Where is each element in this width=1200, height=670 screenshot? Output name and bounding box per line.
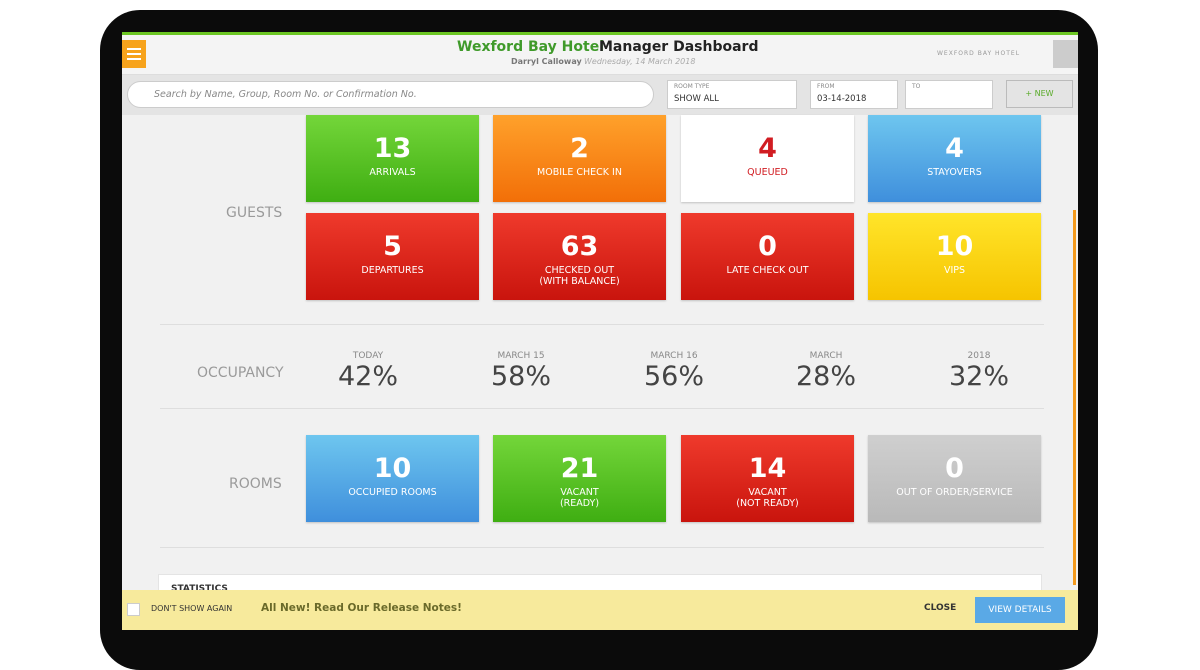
tile-label: LATE CHECK OUT	[681, 265, 854, 276]
tile-label-line: ARRIVALS	[369, 167, 416, 178]
content: 13 ARRIVALS 2 MOBILE CHECK IN 4 QUEUED 4 STAYOV…	[122, 115, 1078, 630]
date: Wednesday, 14 March 2018	[584, 57, 696, 66]
occupancy-period: 2018	[967, 351, 991, 361]
checkbox-label: DON'T SHOW AGAIN	[151, 604, 233, 613]
tile-count: 5	[383, 231, 402, 262]
tile-count: 10	[373, 453, 412, 484]
search-box[interactable]: Search by Name, Group, Room No. or Confi…	[127, 81, 654, 108]
stat-tile[interactable]: 4 STAYOVERS	[868, 115, 1041, 202]
close-button[interactable]: CLOSE	[924, 603, 957, 613]
occupancy-period: MARCH	[809, 351, 843, 361]
stat-tile[interactable]: 10 VIPS	[868, 213, 1041, 300]
chart-icon[interactable]	[1053, 40, 1078, 68]
tile-label-line: OCCUPIED ROOMS	[348, 487, 437, 498]
tile-label: QUEUED	[681, 167, 854, 178]
tile-label-line: LATE CHECK OUT	[726, 265, 809, 276]
tile-count: 63	[560, 231, 599, 262]
section-label: OCCUPANCY	[197, 365, 284, 381]
tile-label: VACANT (NOT READY)	[681, 487, 854, 509]
section-label: GUESTS	[226, 205, 283, 221]
divider	[160, 547, 1044, 548]
section-label: ROOMS	[229, 476, 282, 492]
tile-count: 10	[935, 231, 974, 262]
tile-count: 14	[748, 453, 787, 484]
tile-label-line: DEPARTURES	[361, 265, 424, 276]
tile-label-line: (WITH BALANCE)	[539, 276, 620, 287]
from-value: 03-14-2018	[817, 94, 867, 104]
stat-tile[interactable]: 0 OUT OF ORDER/SERVICE	[868, 435, 1041, 522]
tile-label: CHECKED OUT (WITH BALANCE)	[493, 265, 666, 287]
menu-button[interactable]	[122, 40, 146, 68]
tile-label: VACANT (READY)	[493, 487, 666, 509]
tile-label: VIPS	[868, 265, 1041, 276]
stat-tile[interactable]: 5 DEPARTURES	[306, 213, 479, 300]
tile-label: STAYOVERS	[868, 167, 1041, 178]
tile-count: 21	[560, 453, 599, 484]
page: Wexford Bay Hotel Manager Dashboard Darr…	[100, 10, 1098, 670]
hotel-name: Wexford Bay Hotel	[457, 39, 604, 55]
stat-tile[interactable]: 21 VACANT (READY)	[493, 435, 666, 522]
new-button[interactable]: + NEW	[1006, 80, 1073, 108]
stat-tile[interactable]: 63 CHECKED OUT (WITH BALANCE)	[493, 213, 666, 300]
room-type-select[interactable]: ROOM TYPE SHOW ALL	[667, 80, 797, 109]
tile-label: OUT OF ORDER/SERVICE	[868, 487, 1041, 498]
tile-label-line: (READY)	[559, 498, 600, 509]
room-type-label: ROOM TYPE	[674, 83, 710, 90]
logo: WEXFORD BAY HOTEL	[937, 50, 1021, 57]
room-type-value: SHOW ALL	[674, 94, 719, 104]
accent-line	[122, 32, 1078, 35]
banner-message[interactable]: All New! Read Our Release Notes!	[261, 602, 462, 614]
user-name: Darryl Calloway	[511, 57, 582, 66]
screen: Wexford Bay Hotel Manager Dashboard Darr…	[122, 32, 1078, 630]
view-details-button[interactable]: VIEW DETAILS	[975, 597, 1065, 623]
occupancy-value: 42%	[337, 361, 398, 392]
dashboard-title: Manager Dashboard	[599, 39, 759, 55]
occupancy-period: MARCH 16	[650, 351, 698, 361]
occupancy-value: 28%	[795, 361, 856, 392]
header: Wexford Bay Hotel Manager Dashboard Darr…	[122, 35, 1078, 75]
tile-count: 4	[758, 133, 777, 164]
occupancy-value: 32%	[948, 361, 1009, 392]
banner: DON'T SHOW AGAIN All New! Read Our Relea…	[122, 590, 1078, 630]
tile-count: 2	[570, 133, 589, 164]
stat-tile[interactable]: 4 QUEUED	[681, 115, 854, 202]
scrollbar	[1073, 210, 1076, 585]
tile-label: OCCUPIED ROOMS	[306, 487, 479, 498]
tile-label-line: CHECKED OUT	[544, 265, 615, 276]
stat-tile[interactable]: 0 LATE CHECK OUT	[681, 213, 854, 300]
tile-label-line: MOBILE CHECK IN	[537, 167, 622, 178]
tile-label-line: OUT OF ORDER/SERVICE	[896, 487, 1013, 498]
tile-label-line: (NOT READY)	[736, 498, 799, 509]
to-label: TO	[912, 83, 921, 90]
tile-label-line: STAYOVERS	[927, 167, 982, 178]
search-placeholder: Search by Name, Group, Room No. or Confi…	[154, 89, 417, 100]
tile-count: 4	[945, 133, 964, 164]
occupancy-value: 58%	[490, 361, 551, 392]
tile-count: 0	[945, 453, 964, 484]
tile-label-line: VACANT	[748, 487, 787, 498]
tile-label: ARRIVALS	[306, 167, 479, 178]
tile-label-line: VACANT	[560, 487, 599, 498]
occupancy-period: MARCH 15	[497, 351, 545, 361]
stat-tile[interactable]: 10 OCCUPIED ROOMS	[306, 435, 479, 522]
occupancy-value: 56%	[643, 361, 704, 392]
stat-tile[interactable]: 2 MOBILE CHECK IN	[493, 115, 666, 202]
tile-count: 13	[373, 133, 412, 164]
tile-label-line: QUEUED	[747, 167, 788, 178]
toolbar: Search by Name, Group, Room No. or Confi…	[122, 75, 1078, 115]
stat-tile[interactable]: 13 ARRIVALS	[306, 115, 479, 202]
tile-label: DEPARTURES	[306, 265, 479, 276]
tile-count: 0	[758, 231, 777, 262]
divider	[160, 324, 1044, 325]
stat-tile[interactable]: 14 VACANT (NOT READY)	[681, 435, 854, 522]
occupancy-period: TODAY	[352, 351, 384, 361]
tile-label: MOBILE CHECK IN	[493, 167, 666, 178]
to-date[interactable]: TO	[905, 80, 993, 109]
from-date[interactable]: FROM 03-14-2018	[810, 80, 898, 109]
statistics-title: STATISTICS	[171, 584, 228, 594]
checkbox[interactable]	[127, 603, 140, 616]
divider	[160, 408, 1044, 409]
from-label: FROM	[817, 83, 835, 90]
tile-label-line: VIPS	[943, 265, 966, 276]
